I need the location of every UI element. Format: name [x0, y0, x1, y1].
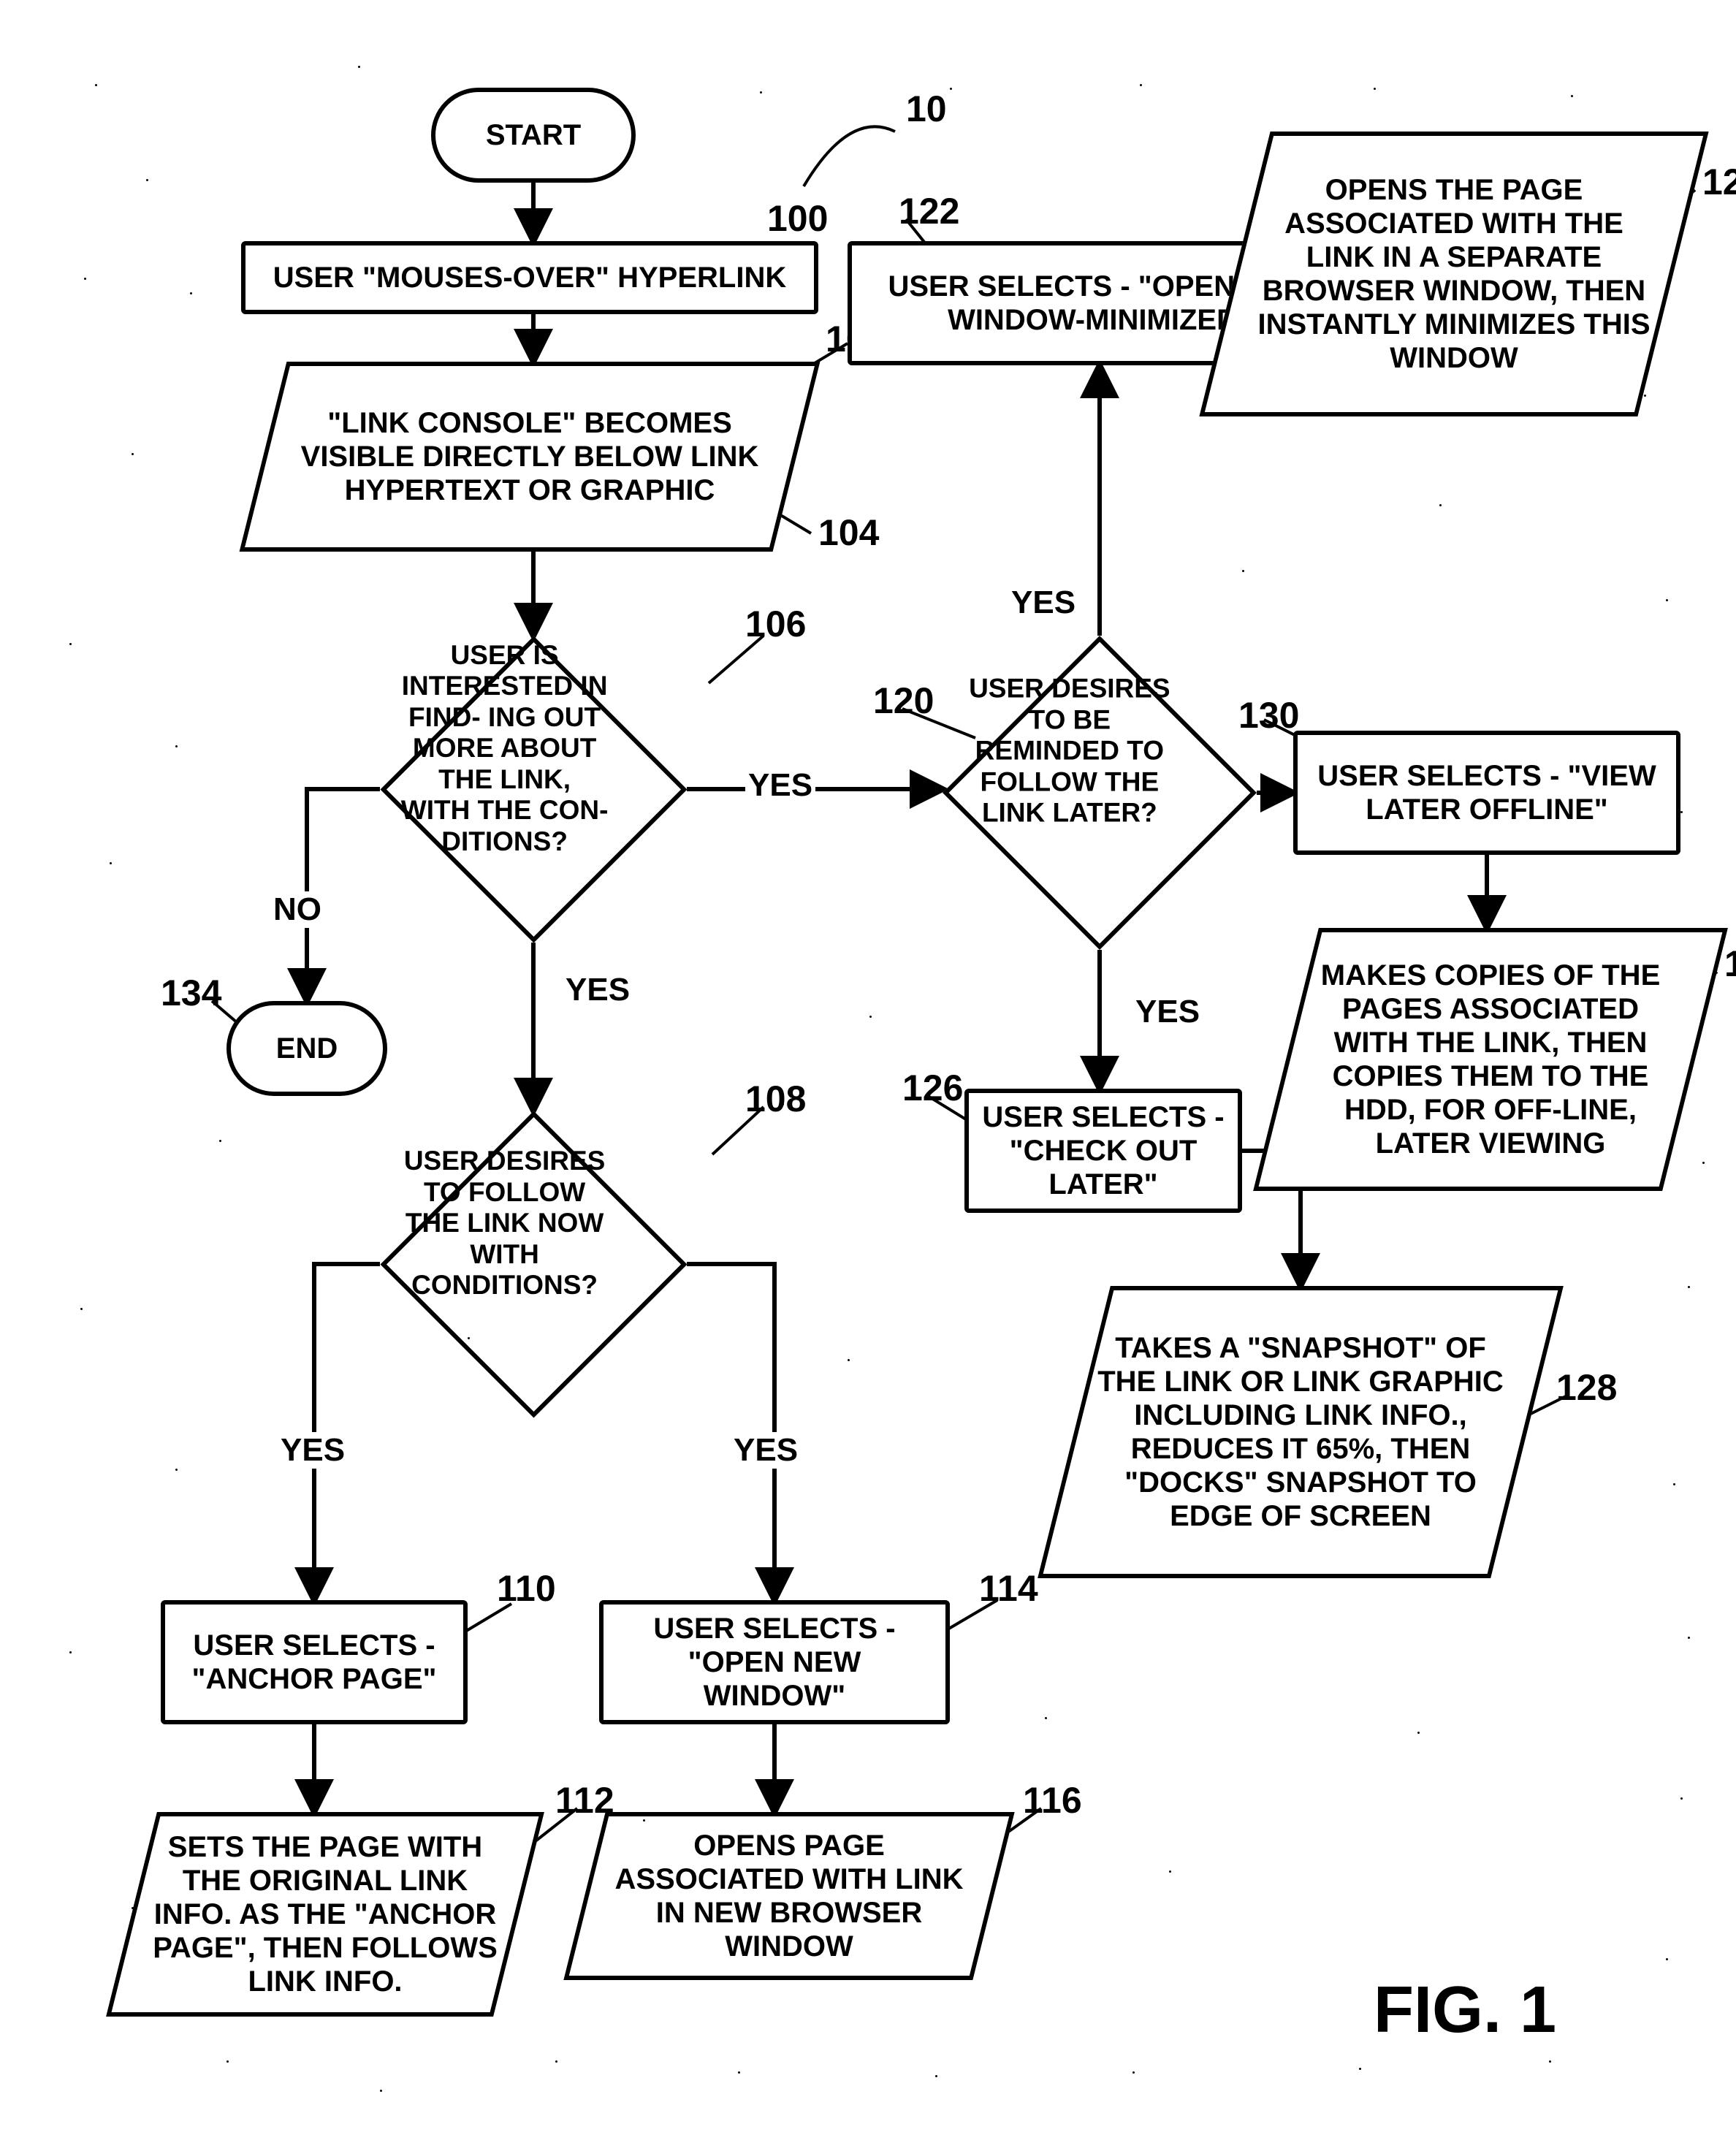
- noise-dot: [1242, 570, 1244, 572]
- node-n102: "LINK CONSOLE" BECOMES VISIBLE DIRECTLY …: [240, 362, 821, 552]
- noise-dot: [69, 1651, 72, 1653]
- node-d120: USER DESIRES TO BE REMINDED TO FOLLOW TH…: [943, 636, 1257, 950]
- noise-dot: [132, 1907, 134, 1909]
- noise-dot: [1045, 1717, 1047, 1719]
- figure-ref-number: 10: [906, 88, 947, 130]
- noise-dot: [1702, 1162, 1705, 1164]
- noise-dot: [175, 745, 178, 747]
- edge-label: YES: [278, 1432, 348, 1469]
- edge-label: YES: [563, 972, 633, 1008]
- flowchart-canvas: START USER "MOUSES-OVER" HYPERLINK100 "LIN…: [0, 0, 1736, 2143]
- ref-number: 124: [1702, 161, 1736, 203]
- node-n116: OPENS PAGE ASSOCIATED WITH LINK IN NEW B…: [563, 1812, 1014, 1980]
- ref-number: 110: [497, 1567, 556, 1610]
- ref-number: 114: [979, 1567, 1038, 1610]
- node-n132: MAKES COPIES OF THE PAGES ASSOCIATED WIT…: [1253, 928, 1728, 1191]
- ref-number: 120: [873, 680, 934, 722]
- noise-dot: [760, 91, 762, 94]
- node-d108: USER DESIRES TO FOLLOW THE LINK NOW WITH…: [380, 1111, 687, 1417]
- noise-dot: [380, 2090, 382, 2092]
- noise-dot: [1417, 1732, 1420, 1734]
- noise-dot: [643, 1819, 645, 1822]
- noise-dot: [869, 1016, 872, 1018]
- noise-dot: [468, 1337, 470, 1339]
- noise-dot: [1680, 811, 1683, 813]
- noise-dot: [738, 2071, 740, 2074]
- noise-dot: [1359, 2068, 1361, 2070]
- noise-dot: [219, 1140, 221, 1142]
- noise-dot: [950, 88, 952, 90]
- edge-label: NO: [270, 891, 324, 928]
- noise-dot: [1549, 2060, 1551, 2063]
- noise-dot: [1571, 95, 1573, 97]
- noise-dot: [146, 179, 148, 181]
- ref-number: 106: [745, 603, 806, 645]
- noise-dot: [80, 1308, 83, 1310]
- ref-number: 122: [899, 190, 959, 232]
- ref-number: 116: [1023, 1779, 1082, 1822]
- noise-dot: [1666, 599, 1668, 601]
- noise-dot: [782, 1103, 784, 1105]
- node-n114: USER SELECTS - "OPEN NEW WINDOW": [599, 1600, 950, 1724]
- ref-number: 100: [767, 197, 828, 240]
- noise-dot: [1169, 1870, 1171, 1873]
- noise-dot: [69, 643, 72, 645]
- node-n128: TAKES A "SNAPSHOT" OF THE LINK OR LINK G…: [1038, 1286, 1564, 1578]
- ref-number: 128: [1556, 1366, 1617, 1409]
- figure-label: FIG. 1: [1374, 1973, 1648, 2055]
- edge-label: YES: [745, 767, 815, 804]
- ref-number: 132: [1724, 943, 1736, 985]
- noise-dot: [1680, 1797, 1683, 1800]
- node-end: END: [226, 1001, 387, 1096]
- node-start: START: [431, 88, 636, 183]
- noise-dot: [132, 453, 134, 455]
- noise-dot: [1374, 88, 1376, 90]
- noise-dot: [226, 2060, 229, 2063]
- ref-number: 126: [902, 1067, 963, 1109]
- node-n130: USER SELECTS - "VIEW LATER OFFLINE": [1293, 731, 1680, 855]
- ref-number: 104: [818, 511, 879, 554]
- noise-dot: [1132, 2071, 1135, 2074]
- ref-number: 108: [745, 1078, 806, 1120]
- noise-dot: [1140, 84, 1142, 86]
- noise-dot: [555, 2060, 557, 2063]
- noise-dot: [1688, 1637, 1690, 1639]
- ref-number: 134: [161, 972, 221, 1014]
- noise-dot: [190, 292, 192, 294]
- noise-dot: [1673, 1483, 1675, 1485]
- noise-dot: [1439, 504, 1442, 506]
- noise-dot: [110, 862, 112, 864]
- node-n112: SETS THE PAGE WITH THE ORIGINAL LINK INF…: [106, 1812, 544, 2017]
- noise-dot: [935, 2075, 937, 2077]
- edge-label: YES: [1008, 585, 1078, 621]
- node-n100: USER "MOUSES-OVER" HYPERLINK: [241, 241, 818, 314]
- noise-dot: [358, 66, 360, 68]
- noise-dot: [848, 1359, 850, 1361]
- noise-dot: [1666, 1958, 1668, 1960]
- noise-dot: [1644, 395, 1646, 397]
- node-d106: USER IS INTERESTED IN FIND- ING OUT MORE…: [380, 636, 687, 943]
- noise-dot: [95, 84, 97, 86]
- node-n124: OPENS THE PAGE ASSOCIATED WITH THE LINK …: [1199, 132, 1708, 416]
- node-n110: USER SELECTS - "ANCHOR PAGE": [161, 1600, 468, 1724]
- noise-dot: [1688, 1286, 1690, 1288]
- edge-label: YES: [1132, 994, 1203, 1030]
- edge-label: YES: [731, 1432, 801, 1469]
- noise-dot: [84, 278, 86, 280]
- ref-number: 130: [1238, 694, 1299, 736]
- node-n126: USER SELECTS - "CHECK OUT LATER": [964, 1089, 1242, 1213]
- noise-dot: [175, 1469, 178, 1471]
